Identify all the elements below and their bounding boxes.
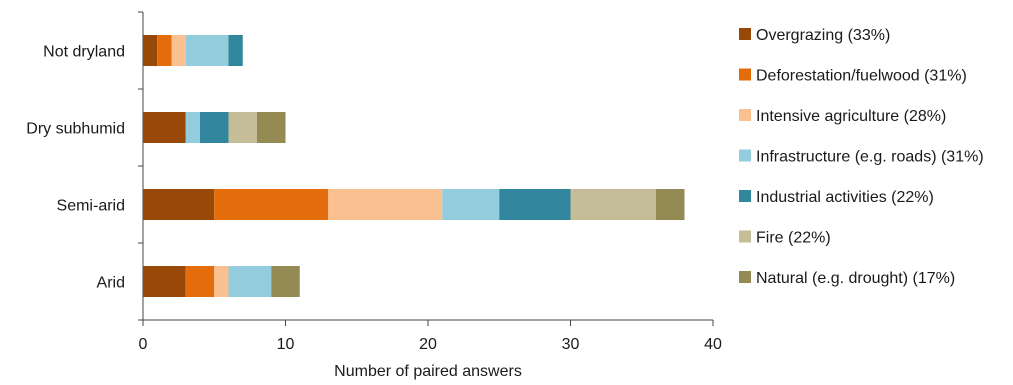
legend-swatch — [739, 109, 751, 121]
bar-segment — [570, 189, 656, 220]
x-tick-label: 20 — [419, 336, 437, 353]
legend-label: Deforestation/fuelwood (31%) — [756, 68, 967, 85]
bar-segment — [200, 112, 229, 143]
legend-label: Infrastructure (e.g. roads) (31%) — [756, 149, 984, 166]
bar-segment — [257, 112, 286, 143]
bar-segment — [185, 266, 215, 297]
x-tick-label: 40 — [704, 336, 722, 353]
legend-swatch — [739, 190, 751, 202]
x-tick-label: 0 — [139, 336, 148, 353]
bar-segment — [228, 266, 272, 297]
bar-segment — [228, 35, 243, 66]
bar-segment — [171, 35, 186, 66]
bar-segment — [143, 35, 158, 66]
legend-swatch — [739, 149, 751, 162]
legend-label: Overgrazing (33%) — [756, 27, 890, 44]
bar-segment — [143, 189, 215, 220]
category-label: Arid — [97, 275, 125, 292]
bar-segment — [656, 189, 685, 220]
bar-segment — [499, 189, 571, 220]
bar-segment — [214, 189, 329, 220]
bar-segment — [228, 112, 257, 143]
legend-label: Fire (22%) — [756, 230, 831, 247]
bar-segment — [185, 112, 200, 143]
legend-swatch — [739, 68, 751, 81]
bar-segment — [328, 189, 443, 220]
bar-segment — [271, 266, 300, 297]
category-label: Dry subhumid — [26, 121, 125, 138]
bar-segment — [214, 266, 229, 297]
legend-label: Industrial activities (22%) — [756, 189, 934, 206]
x-axis-title: Number of paired answers — [334, 363, 522, 380]
legend-swatch — [739, 28, 751, 40]
bar-segment — [442, 189, 500, 220]
legend-swatch — [739, 230, 751, 243]
bar-segment — [185, 35, 229, 66]
legend-swatch — [739, 271, 751, 283]
category-label: Semi-arid — [57, 198, 125, 215]
legend-label: Natural (e.g. drought) (17%) — [756, 270, 955, 287]
x-tick-label: 10 — [277, 336, 295, 353]
x-tick-label: 30 — [562, 336, 580, 353]
legend-label: Intensive agriculture (28%) — [756, 108, 946, 125]
bar-segment — [157, 35, 172, 66]
bar-segment — [143, 112, 186, 143]
bar-segment — [143, 266, 186, 297]
category-label: Not dryland — [43, 44, 125, 61]
